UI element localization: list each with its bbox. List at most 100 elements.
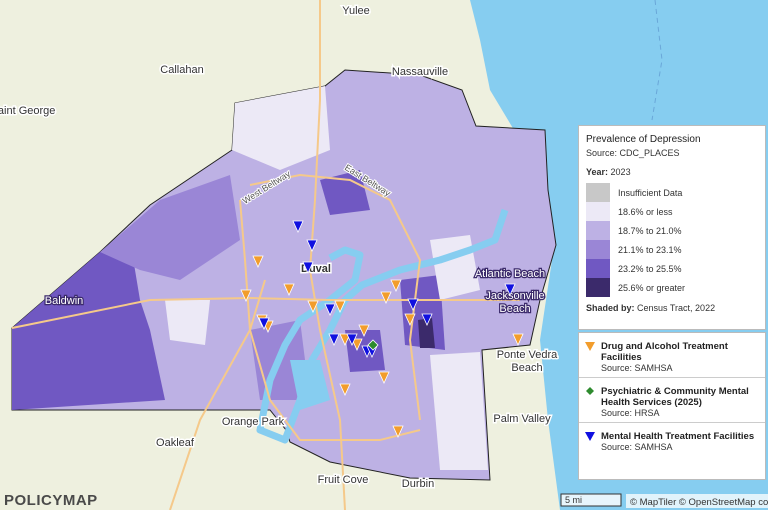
road [169,279,266,510]
place-label: Jacksonville [485,290,544,302]
marker[interactable] [328,333,340,346]
place-label: Baldwin [45,295,84,307]
river [290,360,330,410]
marker[interactable] [302,261,314,274]
shaded: Census Tract, 2022 [637,303,716,313]
markers [240,220,524,438]
legend-row: 18.6% or less [586,202,758,221]
marker[interactable] [407,298,419,311]
place-label: Beach [511,362,542,374]
legend-label: 25.6% or greater [618,282,686,293]
layer-icon [585,342,595,351]
legend-items: Insufficient Data 18.6% or less 18.7% to 2… [586,183,758,297]
layer-text: Psychiatric & Community Mental Health Se… [601,386,759,418]
legend-year: Year: 2023 [586,167,758,177]
marker[interactable] [404,313,416,326]
swatch [586,202,610,221]
legend-shaded: Shaded by: Census Tract, 2022 [586,303,758,313]
marker[interactable] [421,313,433,326]
legend-row: 21.1% to 23.1% [586,240,758,259]
place-label: Orange Park [222,416,285,428]
marker[interactable] [306,239,318,252]
legend-row: 25.6% or greater [586,278,758,297]
legend-label: Insufficient Data [618,187,683,198]
legend-label: 21.1% to 23.1% [618,244,682,255]
icon [585,432,595,441]
swatch [586,259,610,278]
logo: POLICYMAP [4,492,98,509]
legend-panel: Prevalence of Depression Source: CDC_PLA… [578,125,766,330]
tract [320,170,370,215]
road [11,296,520,329]
tract [418,318,435,348]
place-label: Atlantic Beach [475,268,545,280]
marker[interactable] [367,339,379,351]
marker[interactable] [339,333,351,346]
marker[interactable] [346,333,358,346]
marker[interactable] [252,255,264,268]
marker[interactable] [378,371,390,384]
legend-row: 23.2% to 25.5% [586,259,758,278]
icon [585,342,595,351]
layer-row: Psychiatric & Community Mental Health Se… [579,377,765,422]
marker[interactable] [307,300,319,313]
marker[interactable] [390,279,402,292]
layer-text: Drug and Alcohol Treatment Facilities Sou… [601,341,759,373]
layer-name: Mental Health Treatment Facilities [601,431,755,442]
place-label: Oakleaf [156,437,195,449]
legend-row: Insufficient Data [586,183,758,202]
attribution-bg [626,494,768,508]
layer-row: Drug and Alcohol Treatment Facilities Sou… [579,333,765,377]
tract [12,240,165,410]
marker[interactable] [292,220,304,233]
swatch [586,221,610,240]
layer-text: Mental Health Treatment Facilities Source… [601,431,754,452]
legend-title: Prevalence of Depression [586,134,701,145]
marker[interactable] [339,383,351,396]
year: 2023 [610,167,631,177]
marker[interactable] [351,338,363,351]
place-label: Nassauville [392,66,448,78]
swatch [586,278,610,297]
scale-bar [560,493,622,507]
legend-row: 18.7% to 21.0% [586,221,758,240]
shaded-label: Shaded by: [586,303,635,313]
tract [232,86,330,170]
legend-label: 18.6% or less [618,206,673,217]
layer-source: Source: SAMHSA [601,442,673,452]
road [249,173,422,421]
place-label: Palm Valley [493,413,551,425]
marker[interactable] [240,289,252,302]
place-label: Saint George [0,105,55,117]
tract [430,352,488,470]
place-label: Fruit Cove [318,474,369,486]
marker[interactable] [283,283,295,296]
road [308,0,346,510]
marker[interactable] [358,324,370,337]
attribution[interactable]: © MapTiler © OpenStreetMap contrib [630,497,768,508]
scale-label: 5 mi [565,495,582,505]
place-label: Ponte Vedra [497,349,558,361]
legend-label: 18.7% to 21.0% [618,225,682,236]
year-label: Year: [586,167,609,177]
road [239,199,421,441]
icon [586,387,594,395]
layer-row: Mental Health Treatment Facilities Source… [579,422,765,456]
swatch [586,240,610,259]
marker[interactable] [504,283,516,296]
place-label: Callahan [160,64,203,76]
layer-name: Drug and Alcohol Treatment Facilities [601,341,728,363]
marker[interactable] [512,333,524,346]
legend-source: Source: CDC_PLACES [586,148,680,158]
marker[interactable] [258,317,270,330]
legend-label: 23.2% to 25.5% [618,263,682,274]
marker[interactable] [324,303,336,316]
place-label: Yulee [342,5,370,17]
layer-panel: Drug and Alcohol Treatment Facilities Sou… [578,332,766,480]
layer-source: Source: HRSA [601,408,660,418]
marker[interactable] [392,425,404,438]
layer-name: Psychiatric & Community Mental Health Se… [601,386,749,408]
marker[interactable] [334,300,346,313]
marker[interactable] [380,291,392,304]
